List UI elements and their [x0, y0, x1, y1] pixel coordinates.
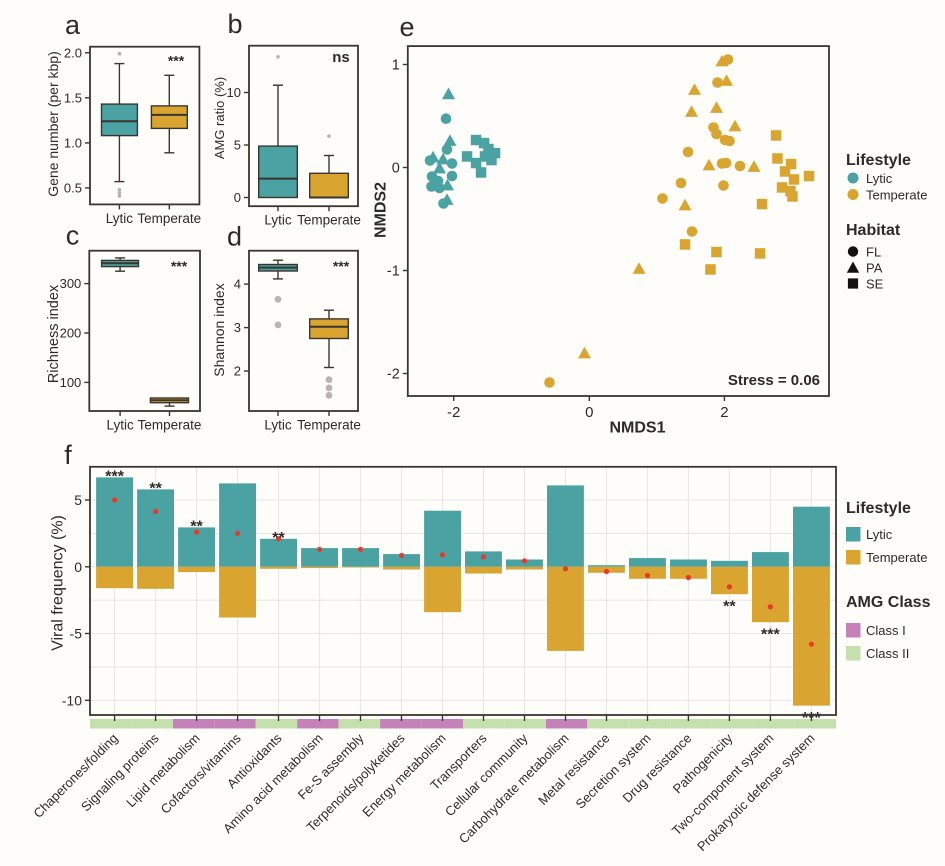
svg-text:***: *** — [105, 469, 124, 486]
svg-text:5: 5 — [234, 138, 241, 153]
svg-text:Class I: Class I — [866, 623, 906, 638]
svg-text:SE: SE — [866, 277, 884, 292]
svg-text:Lifestyle: Lifestyle — [846, 152, 911, 169]
svg-text:Shannon index: Shannon index — [211, 283, 227, 376]
svg-text:4: 4 — [234, 277, 241, 292]
svg-text:-10: -10 — [62, 692, 82, 708]
svg-text:2: 2 — [234, 364, 241, 379]
svg-text:0: 0 — [585, 404, 593, 421]
svg-text:1.0: 1.0 — [64, 135, 82, 150]
svg-text:f: f — [64, 440, 72, 470]
svg-text:300: 300 — [60, 276, 82, 291]
svg-text:AMG Class: AMG Class — [846, 594, 931, 611]
svg-text:FL: FL — [866, 245, 881, 260]
svg-text:**: ** — [190, 519, 203, 536]
svg-text:Habitat: Habitat — [846, 222, 901, 239]
svg-text:2: 2 — [720, 404, 728, 421]
svg-text:0: 0 — [234, 190, 241, 205]
svg-text:b: b — [227, 9, 242, 39]
svg-text:Class II: Class II — [866, 646, 909, 661]
svg-text:Temperate: Temperate — [138, 418, 202, 433]
svg-text:-2: -2 — [387, 367, 400, 383]
svg-text:**: ** — [149, 481, 162, 498]
svg-text:***: *** — [171, 258, 188, 274]
svg-text:Temperate: Temperate — [866, 188, 927, 203]
svg-text:Lytic: Lytic — [264, 418, 292, 433]
svg-text:5: 5 — [74, 492, 82, 508]
svg-text:0.5: 0.5 — [64, 180, 82, 195]
svg-text:-2: -2 — [447, 404, 460, 421]
svg-text:0: 0 — [392, 161, 400, 177]
svg-text:3: 3 — [234, 320, 241, 335]
svg-text:1.5: 1.5 — [64, 90, 82, 105]
svg-text:Lytic: Lytic — [106, 418, 134, 433]
svg-text:Viral frequency (%): Viral frequency (%) — [50, 515, 67, 651]
svg-text:Lytic: Lytic — [264, 213, 292, 228]
svg-text:***: *** — [333, 258, 350, 274]
svg-text:100: 100 — [60, 375, 82, 390]
svg-text:PA: PA — [866, 261, 883, 276]
svg-text:c: c — [66, 221, 80, 251]
svg-text:10: 10 — [227, 85, 241, 100]
svg-text:AMG ratio (%): AMG ratio (%) — [212, 77, 227, 159]
svg-text:NMDS2: NMDS2 — [373, 182, 390, 238]
svg-text:Lifestyle: Lifestyle — [846, 500, 911, 517]
svg-text:Temperate: Temperate — [866, 550, 927, 565]
svg-text:-1: -1 — [387, 264, 400, 280]
svg-text:Richness index: Richness index — [46, 284, 62, 383]
svg-text:Gene number (per kbp): Gene number (per kbp) — [45, 51, 61, 197]
svg-text:**: ** — [723, 598, 736, 615]
svg-text:***: *** — [168, 53, 185, 69]
svg-text:Lytic: Lytic — [106, 211, 134, 226]
svg-text:Temperate: Temperate — [137, 211, 201, 226]
svg-text:Lytic: Lytic — [866, 171, 893, 186]
svg-text:d: d — [227, 222, 242, 252]
svg-text:NMDS1: NMDS1 — [609, 420, 665, 437]
svg-text:a: a — [65, 10, 81, 40]
svg-text:Temperate: Temperate — [297, 418, 361, 433]
svg-text:-5: -5 — [70, 626, 83, 642]
svg-text:***: *** — [761, 626, 780, 643]
svg-text:Temperate: Temperate — [297, 213, 361, 228]
svg-text:e: e — [399, 12, 414, 42]
svg-text:200: 200 — [60, 326, 82, 341]
svg-text:1: 1 — [392, 58, 400, 74]
svg-text:Stress = 0.06: Stress = 0.06 — [728, 372, 820, 389]
svg-text:2.0: 2.0 — [64, 45, 82, 60]
svg-text:ns: ns — [332, 49, 350, 66]
svg-text:Lytic: Lytic — [866, 527, 893, 542]
svg-text:**: ** — [272, 530, 285, 547]
svg-text:0: 0 — [74, 559, 82, 575]
